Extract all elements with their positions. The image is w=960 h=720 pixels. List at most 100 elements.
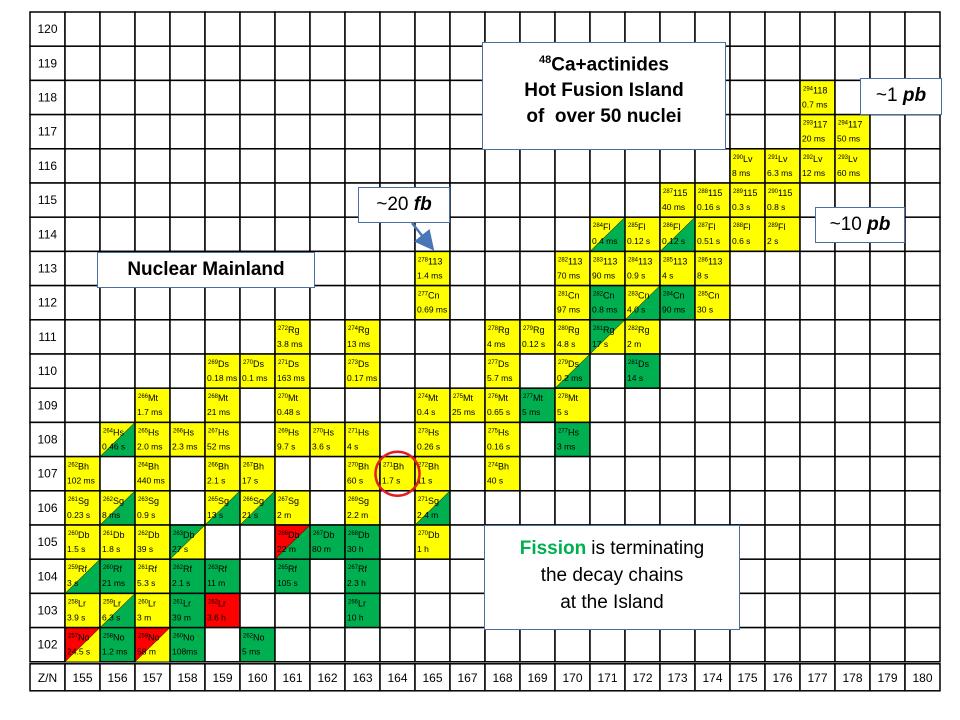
half-life: 8 ms (732, 168, 750, 178)
half-life: 3 m (137, 612, 151, 622)
element: Rg (288, 325, 300, 335)
nuclide-name: 285Fl (628, 222, 646, 232)
element: Sg (253, 496, 264, 506)
element: Ds (568, 359, 579, 369)
nuclide-name: 277Mt (523, 393, 544, 403)
nuclide-name: 284Cn (663, 291, 685, 301)
empty-cell (624, 490, 661, 526)
half-life: 8 ms (102, 510, 120, 520)
empty-cell (274, 216, 311, 253)
row-label-cell (29, 558, 66, 595)
empty-cell (449, 558, 486, 595)
half-life: 0.18 ms (207, 373, 237, 383)
row-label: 120 (37, 22, 57, 36)
empty-cell (239, 421, 276, 458)
nuclide-name: 269Ds (208, 359, 230, 369)
empty-cell (904, 148, 941, 184)
mass-number: 265 (138, 428, 149, 434)
mass-number: 271 (418, 497, 429, 503)
n-label-cell (834, 663, 871, 692)
nuclide-name: 270Bh (348, 462, 369, 472)
mass-number: 285 (663, 257, 674, 263)
empty-cell (64, 148, 101, 184)
empty-cell (169, 319, 206, 355)
element: Lv (778, 154, 788, 164)
empty-cell (834, 11, 871, 47)
element: Cn (673, 291, 685, 301)
empty-cell (239, 284, 276, 321)
nuclide-name: 266Hs (173, 427, 195, 437)
half-life: 4 s (662, 270, 673, 280)
element: Lv (813, 154, 823, 164)
empty-cell (449, 113, 486, 150)
n-label: 163 (352, 671, 372, 685)
element: Lr (358, 598, 366, 608)
nuclide-name: 282Cn (593, 291, 615, 301)
empty-cell (414, 113, 451, 150)
nuclide-name: 260Rf (103, 564, 123, 574)
empty-cell (204, 11, 241, 47)
empty-cell (64, 353, 101, 389)
empty-cell (344, 11, 381, 47)
half-life: 0.4 s (417, 407, 435, 417)
element: Sg (148, 496, 159, 506)
nuclide-cell (344, 558, 381, 595)
nuclide-name: 261Db (103, 530, 125, 540)
empty-cell (904, 284, 941, 321)
element: Fl (673, 222, 681, 232)
half-life: 0.65 s (487, 407, 510, 417)
empty-cell (869, 592, 906, 629)
unit: fb (413, 194, 432, 215)
empty-cell (239, 45, 276, 82)
empty-cell (379, 387, 416, 424)
empty-cell (799, 45, 836, 82)
mass-number: 263 (173, 531, 184, 537)
element: 113 (708, 256, 722, 266)
empty-cell (624, 11, 661, 47)
nuclide-name: 266Bh (208, 462, 229, 472)
half-life: 11 s (417, 476, 432, 486)
n-label-cell (904, 663, 941, 692)
element: Fl (708, 222, 716, 232)
nuclide-name: 263Db (173, 530, 195, 540)
empty-cell (274, 592, 311, 629)
element: 113 (568, 256, 582, 266)
element: Hs (288, 427, 299, 437)
empty-cell (134, 284, 171, 321)
nuclide-name: 267Hs (208, 427, 230, 437)
n-label: 174 (702, 671, 722, 685)
element: Hs (218, 427, 229, 437)
empty-cell (554, 148, 591, 184)
nuclide-name: 267Sg (278, 496, 299, 506)
half-life: 39 s (137, 544, 153, 554)
element: Rg (498, 325, 510, 335)
empty-cell (869, 490, 906, 526)
element: Rf (78, 564, 87, 574)
empty-cell (624, 421, 661, 458)
nuclide-name: 278Mt (558, 393, 579, 403)
element: No (253, 633, 265, 643)
empty-cell (64, 319, 101, 355)
element: 115 (743, 188, 757, 198)
empty-cell (834, 490, 871, 526)
empty-cell (659, 353, 696, 389)
mass-number: 284 (628, 257, 639, 263)
empty-cell (449, 216, 486, 253)
empty-cell (64, 216, 101, 253)
empty-cell (519, 455, 556, 492)
half-life: 70 ms (557, 270, 580, 280)
row-label: 107 (37, 467, 57, 481)
empty-cell (869, 353, 906, 389)
nuclide-name: 283Cn (628, 291, 650, 301)
empty-cell (449, 455, 486, 492)
empty-cell (904, 216, 941, 253)
empty-cell (764, 284, 801, 321)
element: Cn (428, 291, 440, 301)
empty-cell (729, 284, 766, 321)
half-life: 2 s (767, 236, 778, 246)
nuclide-name: 289115 (733, 188, 757, 198)
mass-number: 260 (173, 634, 184, 640)
mass-number: 278 (418, 257, 429, 263)
empty-cell (869, 11, 906, 47)
half-life: 163 ms (277, 373, 305, 383)
